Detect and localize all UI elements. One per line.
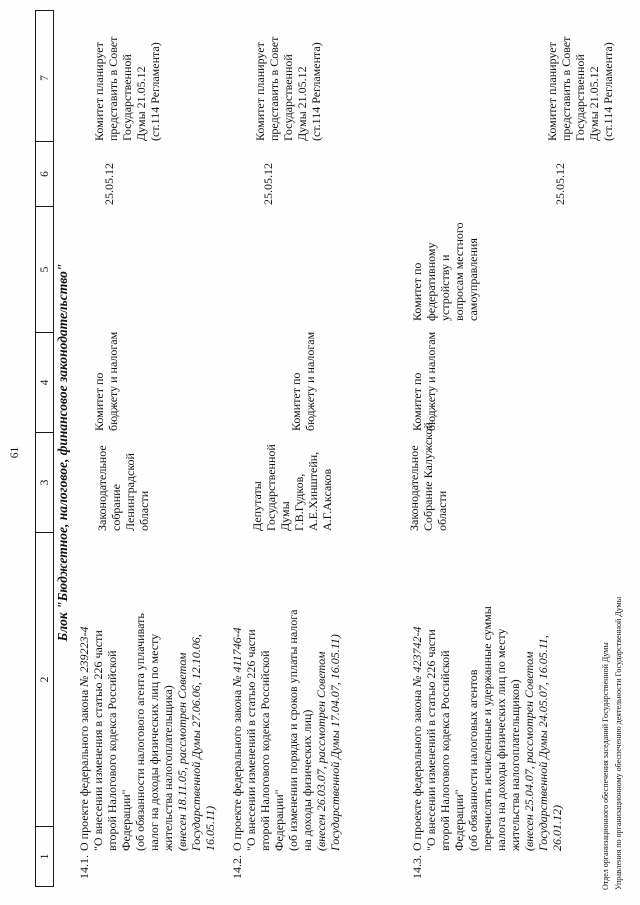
law-subject: (об обязанности налоговых агентов перечи…	[466, 606, 522, 851]
law-title: "О внесении изменения в статью 226 части…	[91, 630, 133, 851]
page-number: 61	[9, 446, 21, 459]
law-number: № 411746-4	[230, 627, 244, 687]
block-title: Блок "Бюджетное, налоговое, финансовое з…	[55, 263, 70, 642]
law-description: О проекте федерального закона № 411746-4…	[230, 551, 342, 851]
council-date: 25.05.12	[102, 163, 116, 205]
law-title: "О внесении изменений в статью 226 части…	[244, 629, 286, 851]
committee-status: Комитет планирует представить в Совет Го…	[545, 36, 615, 141]
law-description: О проекте федерального закона № 423742-4…	[410, 551, 564, 851]
responsible-committee: Комитет по бюджету и налогам	[410, 331, 438, 431]
row-number: 14.3.	[410, 855, 424, 879]
law-title: "О внесении изменений в статью 226 части…	[424, 629, 466, 851]
law-intro: О проекте федерального закона	[410, 686, 424, 851]
column-number-5: 5	[36, 206, 53, 332]
law-subject: (об изменении порядка и сроков уплаты на…	[286, 609, 314, 851]
column-number-3: 3	[36, 432, 53, 532]
committee-status: Комитет планирует представить в Совет Го…	[92, 36, 162, 141]
law-intro: О проекте федерального закона	[77, 686, 91, 851]
committee-status: Комитет планирует представить в Совет Го…	[253, 36, 323, 141]
row-number: 14.2.	[230, 855, 244, 879]
council-date: 25.05.12	[261, 163, 275, 205]
footer-department-line: Отдел организационного обеспечения засед…	[601, 642, 610, 890]
law-history: (внесен 18.11.05, рассмотрен Советом Гос…	[175, 634, 217, 851]
law-history: (внесен 26.03.07, рассмотрен Советом Гос…	[314, 634, 342, 851]
column-number-4: 4	[36, 332, 53, 432]
law-description: О проекте федерального закона № 239223-4…	[77, 551, 217, 851]
footer-directorate-line: Управления по организационному обеспечен…	[614, 596, 623, 890]
responsible-committee: Комитет по бюджету и налогам	[92, 331, 120, 431]
co-executor-committee: Комитет по федеративному устройству и во…	[410, 222, 480, 321]
law-history: (внесен 25.04.07, рассмотрен Советом Гос…	[522, 635, 564, 851]
council-date: 25.05.12	[553, 163, 567, 205]
responsible-committee: Комитет по бюджету и налогам	[289, 331, 317, 431]
column-number-2: 2	[36, 532, 53, 826]
column-number-6: 6	[36, 141, 53, 206]
column-number-1: 1	[36, 826, 53, 886]
law-number: № 423742-4	[410, 626, 424, 687]
row-number: 14.1.	[77, 855, 91, 879]
table-header-row: 1 2 3 4 5 6 7	[35, 10, 54, 887]
law-intro: О проекте федерального закона	[230, 686, 244, 851]
law-number: № 239223-4	[77, 626, 91, 687]
column-number-7: 7	[38, 75, 51, 81]
law-subject: (об обязанности налогового агента уплачи…	[133, 613, 175, 851]
